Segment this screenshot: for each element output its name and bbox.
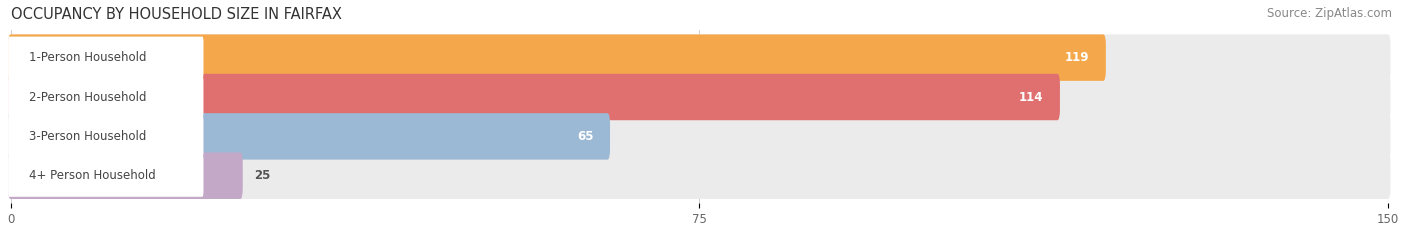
Text: 25: 25 [254,169,270,182]
FancyBboxPatch shape [8,153,1391,199]
FancyBboxPatch shape [8,155,204,197]
Text: 65: 65 [578,130,593,143]
Text: 4+ Person Household: 4+ Person Household [30,169,156,182]
FancyBboxPatch shape [602,124,607,149]
FancyBboxPatch shape [8,34,1107,81]
Text: OCCUPANCY BY HOUSEHOLD SIZE IN FAIRFAX: OCCUPANCY BY HOUSEHOLD SIZE IN FAIRFAX [11,7,342,22]
FancyBboxPatch shape [8,115,204,158]
FancyBboxPatch shape [8,34,1391,81]
FancyBboxPatch shape [8,74,1391,120]
FancyBboxPatch shape [1052,85,1057,109]
FancyBboxPatch shape [8,153,243,199]
FancyBboxPatch shape [8,113,1391,160]
FancyBboxPatch shape [8,74,1060,120]
Text: 1-Person Household: 1-Person Household [30,51,146,64]
Text: 114: 114 [1019,90,1043,103]
FancyBboxPatch shape [8,113,610,160]
FancyBboxPatch shape [8,76,204,118]
Text: 2-Person Household: 2-Person Household [30,90,146,103]
FancyBboxPatch shape [1098,45,1104,70]
Text: 119: 119 [1064,51,1090,64]
Text: Source: ZipAtlas.com: Source: ZipAtlas.com [1267,7,1392,20]
FancyBboxPatch shape [8,37,204,79]
FancyBboxPatch shape [235,164,240,188]
Text: 3-Person Household: 3-Person Household [30,130,146,143]
